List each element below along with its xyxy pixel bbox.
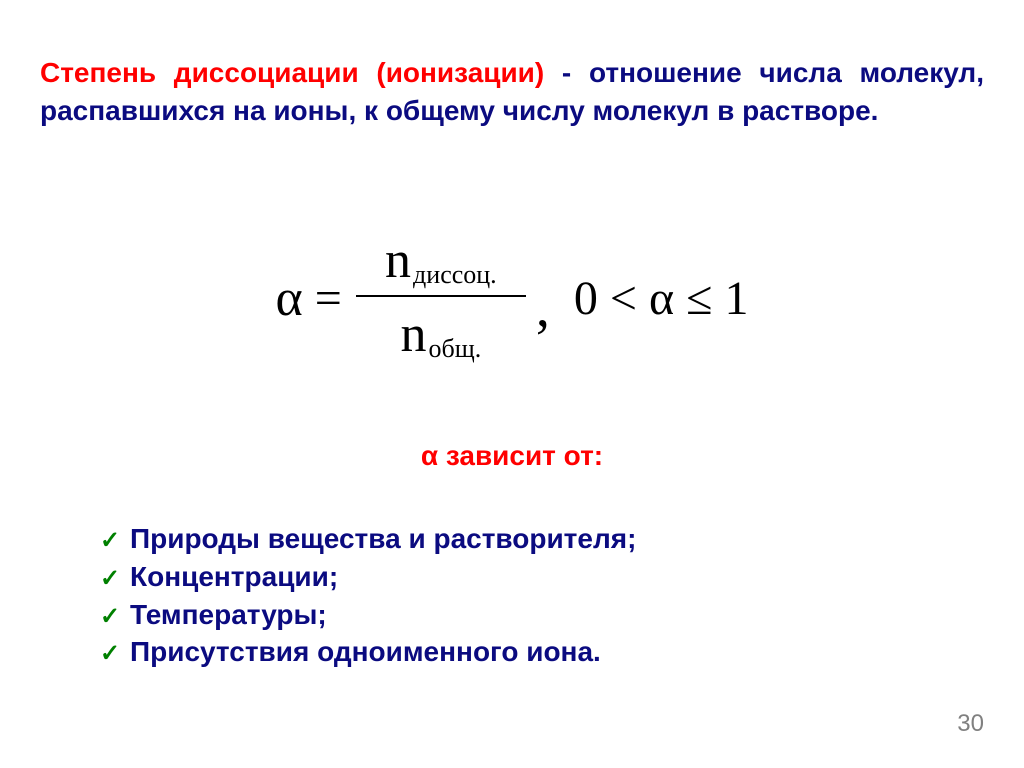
- formula-equals: =: [311, 271, 348, 326]
- list-item: ✓ Концентрации;: [100, 558, 636, 596]
- denominator-var: n: [401, 306, 427, 363]
- formula-row: α = nдиссоц. nобщ. , 0 < α ≤ 1: [276, 235, 749, 361]
- definition-paragraph: Степень диссоциации (ионизации) - отноше…: [40, 54, 984, 130]
- slide: Степень диссоциации (ионизации) - отноше…: [0, 0, 1024, 768]
- check-icon: ✓: [100, 563, 130, 595]
- fraction-numerator: nдиссоц.: [385, 235, 497, 293]
- check-icon: ✓: [100, 601, 130, 633]
- list-item-text: Концентрации;: [130, 558, 338, 596]
- check-icon: ✓: [100, 638, 130, 670]
- list-item-text: Присутствия одноименного иона.: [130, 633, 601, 671]
- depends-list: ✓ Природы вещества и растворителя; ✓ Кон…: [100, 520, 636, 671]
- formula-fraction: nдиссоц. nобщ.: [348, 235, 534, 361]
- list-item: ✓ Природы вещества и растворителя;: [100, 520, 636, 558]
- fraction-denominator: nобщ.: [401, 299, 482, 361]
- formula-block: α = nдиссоц. nобщ. , 0 < α ≤ 1: [0, 235, 1024, 361]
- formula-comma: ,: [534, 276, 554, 340]
- list-item-text: Природы вещества и растворителя;: [130, 520, 636, 558]
- list-item-text: Температуры;: [130, 596, 327, 634]
- formula-inequality: 0 < α ≤ 1: [554, 271, 749, 326]
- list-item: ✓ Температуры;: [100, 596, 636, 634]
- numerator-var: n: [385, 232, 411, 289]
- formula-alpha: α: [276, 269, 311, 328]
- list-item: ✓ Присутствия одноименного иона.: [100, 633, 636, 671]
- depends-title: α зависит от:: [0, 440, 1024, 472]
- definition-term: Степень диссоциации (ионизации): [40, 57, 544, 88]
- page-number: 30: [957, 710, 984, 738]
- check-icon: ✓: [100, 525, 130, 557]
- denominator-subscript: общ.: [427, 334, 482, 363]
- fraction-bar: [356, 295, 526, 297]
- numerator-subscript: диссоц.: [411, 260, 497, 289]
